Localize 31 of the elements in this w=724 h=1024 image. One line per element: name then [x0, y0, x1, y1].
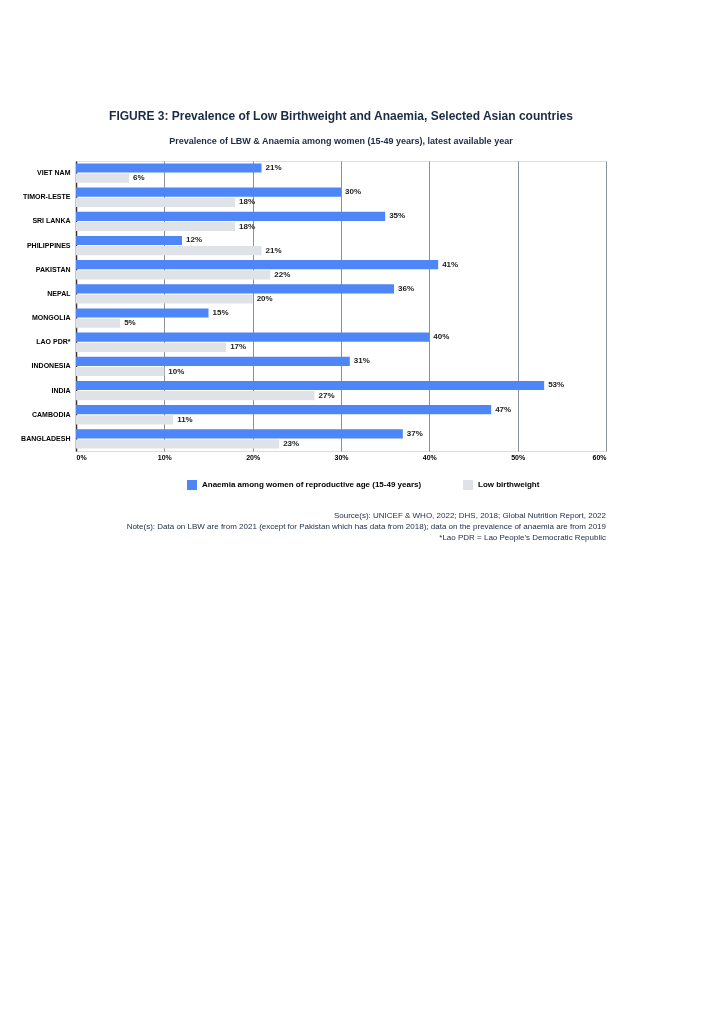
data-label: 30% — [345, 187, 362, 197]
text: *Lao PDR = Lao People's Democratic Republic — [439, 533, 606, 542]
data-label: 10% — [168, 366, 185, 376]
text: Note(s): Data on LBW are from 2021 (except for Pakistan which has data from 2018); data on the prevalence of anaemia are from 2019 — [126, 522, 607, 531]
data-label: 40% — [433, 332, 450, 342]
data-label: 22% — [274, 269, 291, 279]
data-label: 11% — [177, 414, 193, 424]
data-label: 18% — [239, 197, 256, 207]
data-label: 21% — [265, 245, 282, 255]
data-label: 47% — [495, 404, 512, 414]
data-label: 5% — [124, 318, 136, 328]
data-label: 20% — [256, 294, 273, 303]
chart-title: FIGURE 3: Prevalence of Low Birthweight and Anaemia, Selected Asian countries — [109, 109, 574, 123]
data-label: 23% — [283, 439, 300, 448]
data-label: 18% — [239, 221, 256, 231]
legend-label: Anaemia among women of reproductive age (15-49 years) — [202, 480, 422, 489]
data-label: 53% — [548, 380, 565, 390]
data-label: 36% — [398, 283, 415, 293]
data-label: 31% — [353, 356, 370, 366]
data-label: 6% — [133, 173, 145, 183]
legend-label: Low birthweight — [478, 480, 540, 489]
source-note: Source(s): UNICEF & WHO, 2022; DHS, 2018; Global Nutrition Report, 2022 — [333, 511, 607, 520]
data-label: 37% — [406, 428, 423, 438]
data-label: 27% — [318, 390, 335, 400]
chart-subtitle: Prevalence of LBW & Anaemia among women (15-49 years), latest available year — [169, 136, 514, 146]
data-label: 35% — [389, 211, 406, 221]
data-label: 12% — [186, 235, 203, 245]
data-label: 21% — [265, 163, 282, 172]
data-label: 15% — [212, 308, 229, 317]
data-label: 17% — [230, 342, 247, 352]
data-label: 41% — [442, 259, 459, 269]
